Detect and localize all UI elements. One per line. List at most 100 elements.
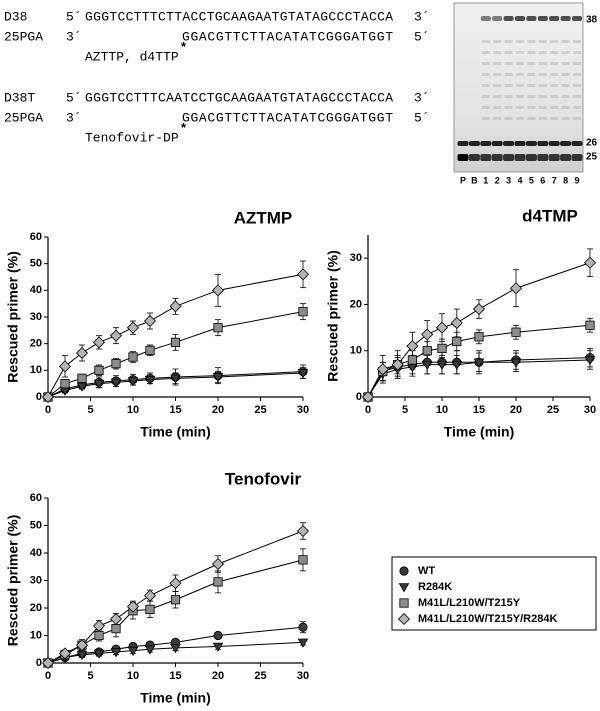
ladder-band (504, 40, 513, 43)
x-tick-label: 5 (402, 404, 408, 416)
point (75, 346, 89, 360)
band (468, 154, 480, 161)
band (560, 154, 572, 161)
ladder-band (504, 73, 513, 76)
x-tick-label: 10 (127, 670, 139, 682)
ladder-band (527, 106, 536, 109)
point (170, 595, 181, 605)
x-tick-label: 25 (254, 404, 266, 416)
ladder-band (481, 51, 490, 54)
point (126, 321, 140, 334)
band (514, 154, 526, 161)
legend-label: M41L/L210W/T215Y (418, 597, 521, 609)
lane-label: 7 (552, 175, 557, 185)
ladder-band (481, 95, 490, 98)
band (537, 154, 549, 161)
band (514, 141, 526, 146)
series-line (47, 273, 304, 398)
x-tick-label: 15 (169, 404, 181, 416)
point (92, 619, 106, 632)
ladder-band (527, 117, 536, 120)
point (407, 355, 418, 365)
x-axis-label: Time (min) (444, 424, 515, 440)
band (480, 154, 492, 161)
ladder-band (573, 62, 581, 65)
y-tick-label: 30 (30, 311, 42, 323)
ladder-band (550, 95, 559, 98)
point (94, 365, 104, 375)
ladder-band (573, 40, 581, 43)
band (548, 154, 560, 161)
band (515, 16, 525, 21)
primer-seq: GGACGTTCTTACATATCGGGATGGT (182, 110, 393, 125)
band (503, 16, 514, 21)
x-tick-label: 20 (212, 404, 224, 416)
point (110, 378, 122, 388)
lane-label: B (471, 175, 478, 185)
x-tick-label: 10 (436, 404, 448, 416)
end-label: 5´ (66, 9, 82, 24)
point (77, 373, 87, 383)
x-tick-label: 30 (297, 404, 309, 416)
point (211, 557, 225, 571)
chart: 0 10 20 30 0 5 10 15 20 25 30 d4TMP Time (min) Rescue… (325, 206, 596, 439)
x-tick-label: 15 (473, 404, 485, 416)
ladder-band (493, 40, 502, 43)
ladder-band (561, 95, 570, 98)
y-tick-label: 10 (350, 345, 362, 357)
point (421, 328, 434, 341)
point (585, 320, 595, 330)
gel-bands: P B 1 2 3 4 5 6 7 8 9 38 26 25 (457, 15, 598, 185)
legend-label: M41L/L210W/T215Y/R284K (418, 613, 557, 625)
y-tick-label: 50 (30, 519, 42, 531)
ladder-band (516, 106, 524, 109)
point (472, 303, 486, 316)
band (526, 16, 537, 21)
legend-label: WT (418, 565, 435, 577)
lane-label: 2 (495, 175, 500, 185)
x-tick-label: 5 (87, 404, 93, 416)
ladder-band (504, 95, 513, 98)
ladder-band (573, 51, 581, 54)
lane-label: 5 (529, 175, 534, 185)
y-tick-label: 0 (36, 657, 42, 669)
ladder-band (504, 117, 513, 120)
label-mark: * (180, 40, 188, 55)
ladder-band (573, 117, 581, 120)
ladder-band (538, 95, 547, 98)
point (474, 332, 484, 342)
ladder-band (561, 62, 570, 65)
series-line (367, 359, 591, 398)
series-line (47, 530, 304, 664)
point (584, 356, 596, 366)
band (480, 16, 491, 21)
ladder-band (481, 62, 490, 65)
ladder-band (493, 117, 502, 120)
band (537, 141, 549, 146)
label-mark: * (180, 121, 188, 136)
ladder-band (516, 40, 524, 43)
point (41, 656, 55, 670)
ladder-band (550, 40, 559, 43)
point (126, 600, 140, 613)
y-axis-label: Rescued primer (%) (5, 515, 21, 646)
end-label: 3´ (66, 110, 82, 125)
x-tick-label: 0 (45, 670, 51, 682)
chart: 0 10 20 30 40 50 60 0 5 10 15 20 25 30 Tenofovir Time (… (5, 469, 309, 705)
point (436, 360, 448, 371)
point (212, 642, 224, 652)
end-label: 3´ (414, 90, 430, 105)
band (457, 141, 469, 146)
point (298, 555, 308, 565)
y-tick-label: 50 (30, 258, 42, 270)
point (473, 358, 485, 368)
band (549, 16, 560, 21)
template-name: D38 (4, 9, 27, 24)
series-line (47, 371, 304, 398)
ladder-band (538, 51, 547, 54)
x-axis-label: Time (min) (140, 424, 211, 440)
ladder-band (527, 73, 536, 76)
ladder-band (550, 84, 559, 87)
point (127, 646, 139, 657)
point (170, 337, 181, 347)
